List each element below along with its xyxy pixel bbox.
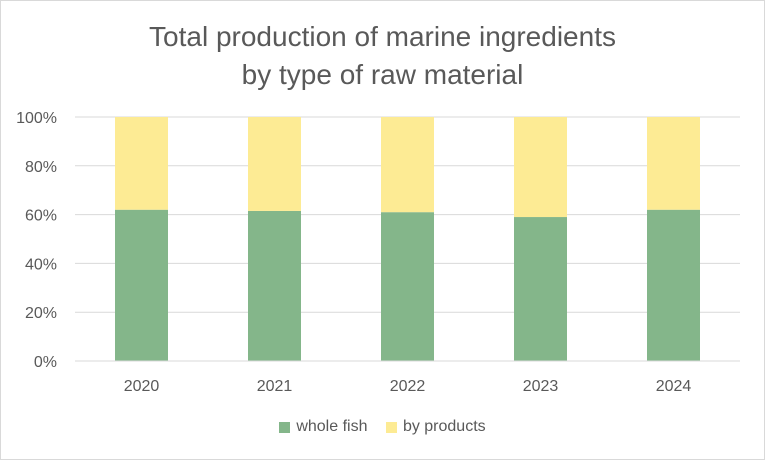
bar-whole-fish-2023 [514, 217, 567, 361]
bar-whole-fish-2020 [115, 209, 168, 361]
bar-whole-fish-2021 [248, 210, 301, 361]
x-tick-label-2024: 2024 [656, 378, 692, 395]
legend-item-whole-fish: whole fish [279, 418, 367, 436]
bar-by-products-2021 [248, 117, 301, 211]
legend-label-by-products: by products [402, 418, 486, 435]
bar-by-products-2024 [647, 117, 700, 210]
y-tick-label-40: 40% [25, 256, 57, 273]
legend-item-by-products: by products [385, 418, 486, 436]
legend: whole fish by products [0, 418, 765, 438]
x-tick-label-2020: 2020 [124, 378, 160, 395]
y-tick-label-0: 0% [34, 354, 57, 371]
y-tick-label-60: 60% [25, 208, 57, 225]
x-tick-label-2022: 2022 [390, 378, 426, 395]
x-tick-label-2021: 2021 [257, 378, 293, 395]
bar-by-products-2023 [514, 117, 567, 218]
x-tick-label-2023: 2023 [523, 378, 559, 395]
bar-by-products-2022 [381, 117, 434, 213]
bar-whole-fish-2024 [647, 209, 700, 361]
legend-swatch-whole-fish [279, 421, 291, 433]
legend-swatch-by-products [385, 421, 397, 433]
y-tick-label-80: 80% [25, 159, 57, 176]
bar-by-products-2020 [115, 117, 168, 210]
chart-title-line-1: Total production of marine ingredients [149, 21, 616, 52]
chart-title-line-2: by type of raw material [241, 59, 524, 90]
chart-title: Total production of marine ingredients b… [0, 18, 765, 94]
y-tick-label-100: 100% [16, 110, 57, 127]
y-tick-label-20: 20% [25, 305, 57, 322]
bar-whole-fish-2022 [381, 212, 434, 361]
legend-label-whole-fish: whole fish [296, 418, 368, 435]
